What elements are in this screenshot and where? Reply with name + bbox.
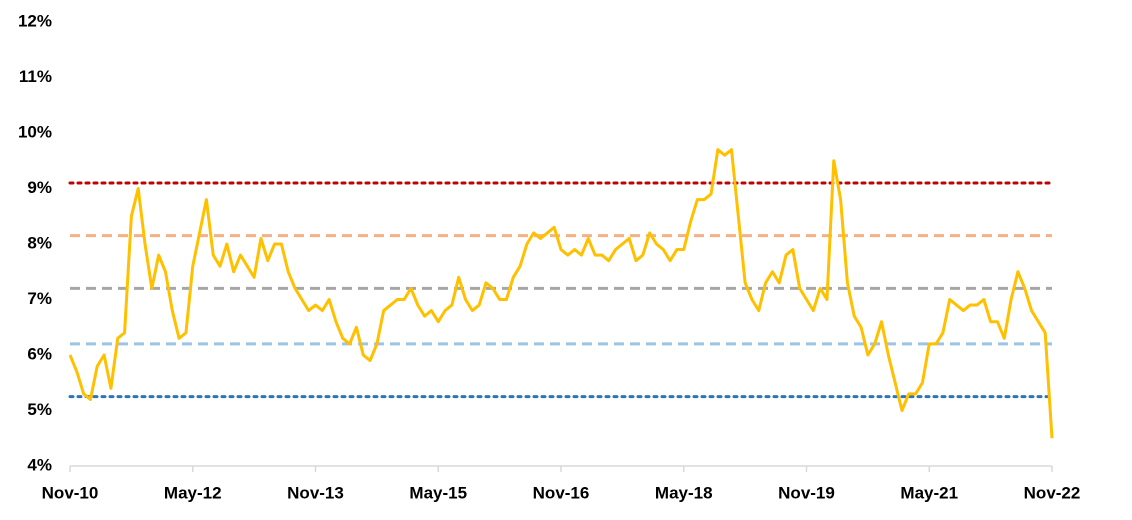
y-tick-label: 11% <box>19 67 52 86</box>
x-tick-label: Nov-10 <box>42 483 99 502</box>
x-tick-label: Nov-16 <box>533 483 590 502</box>
y-tick-label: 10% <box>18 122 52 141</box>
x-tick-label: Nov-19 <box>778 483 835 502</box>
y-tick-label: 9% <box>27 178 52 197</box>
x-tick-label: May-18 <box>655 483 713 502</box>
data-line <box>68 148 1054 439</box>
y-tick-label: 8% <box>27 233 52 252</box>
y-tick-label: 7% <box>27 289 52 308</box>
x-tick-label: May-21 <box>900 483 958 502</box>
y-tick-label: 4% <box>27 455 52 474</box>
x-tick-label: Nov-22 <box>1024 483 1081 502</box>
x-tick-label: May-12 <box>164 483 222 502</box>
x-tick-label: May-15 <box>409 483 467 502</box>
y-tick-label: 12% <box>18 11 52 30</box>
y-tick-label: 6% <box>27 344 52 363</box>
x-tick-label: Nov-13 <box>287 483 344 502</box>
y-tick-label: 5% <box>27 400 52 419</box>
